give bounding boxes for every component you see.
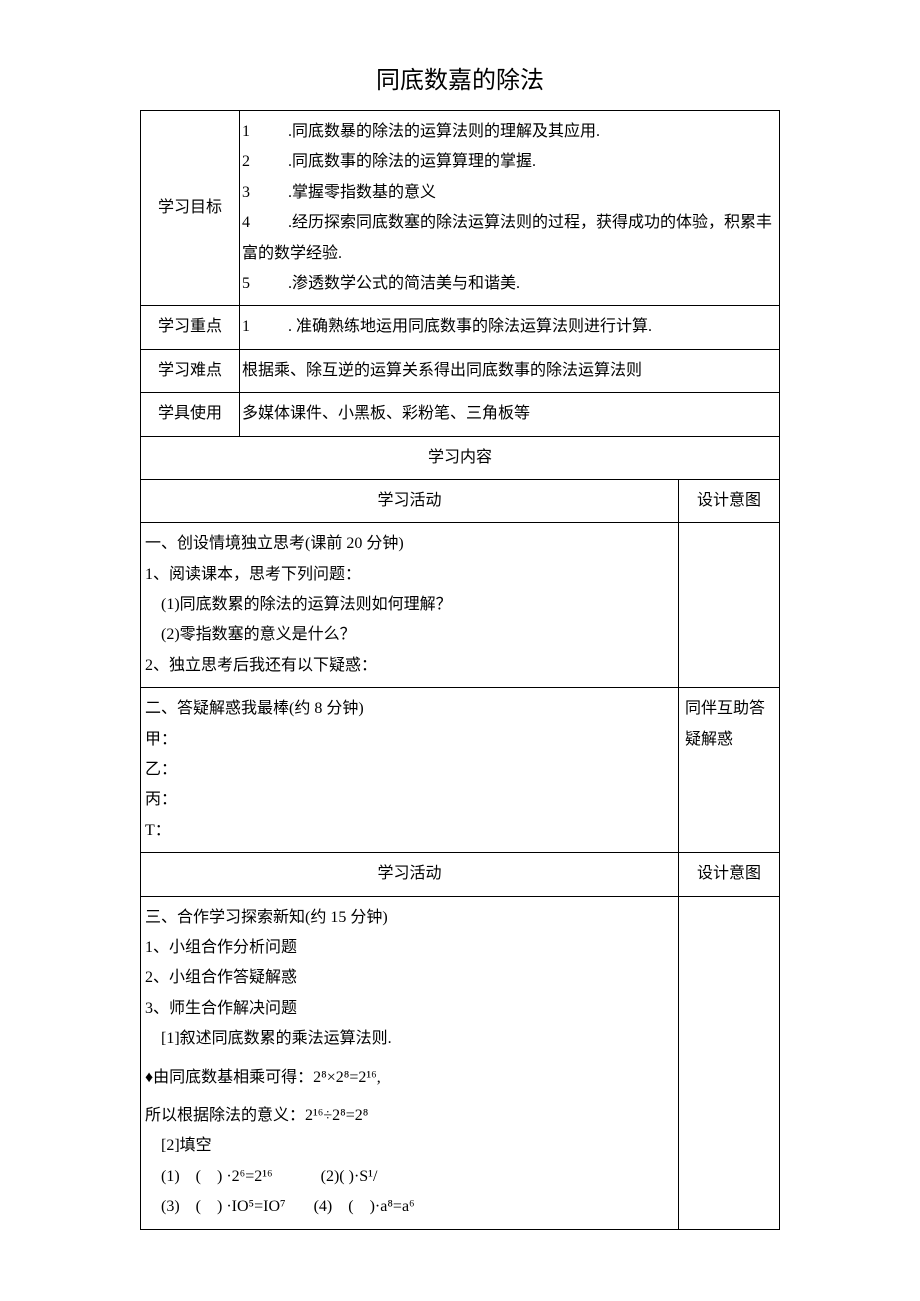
section3-l8a: (1) ( ) ·2⁶=2¹⁶ (145, 1168, 273, 1185)
section1-design (679, 523, 780, 688)
section3-l2: 2、小组合作答疑解惑 (145, 963, 674, 993)
content-header: 学习内容 (141, 436, 780, 479)
section1-l3: (2)零指数塞的意义是什么？ (145, 620, 674, 650)
section1-title: 一、创设情境独立思考(课前 20 分钟) (145, 529, 674, 559)
section3-l9a: (3) ( ) ·IO⁵=IO⁷ (145, 1198, 286, 1215)
section2-content: 二、答疑解惑我最棒(约 8 分钟) 甲： 乙： 丙： T： (141, 688, 679, 853)
focus-num: 1 (242, 312, 256, 342)
goal-num-2: 2 (242, 147, 256, 177)
section3-l6: 所以根据除法的意义：2¹⁶÷2⁸=2⁸ (145, 1101, 674, 1131)
section2-l3: 丙： (145, 785, 674, 815)
section1-l1: 1、阅读课本，思考下列问题： (145, 560, 674, 590)
section1-l4: 2、独立思考后我还有以下疑惑： (145, 651, 674, 681)
focus-content: 1 . 准确熟练地运用同底数事的除法运算法则进行计算. (240, 306, 780, 349)
section3-content: 三、合作学习探索新知(约 15 分钟) 1、小组合作分析问题 2、小组合作答疑解… (141, 896, 679, 1229)
section2-l2: 乙： (145, 755, 674, 785)
section3-l9b: (4) ( )·a⁸=a⁶ (314, 1198, 415, 1215)
section3-l3: 3、师生合作解决问题 (145, 994, 674, 1024)
section2-title: 二、答疑解惑我最棒(约 8 分钟) (145, 694, 674, 724)
difficulty-label: 学习难点 (141, 349, 240, 392)
section3-l5: ♦由同底数基相乘可得：2⁸×2⁸=2¹⁶, (145, 1063, 674, 1093)
goal-num-3: 3 (242, 178, 256, 208)
goal-text-5: .渗透数学公式的简洁美与和谐美. (288, 275, 520, 292)
activity-header-2: 学习活动 (141, 853, 679, 896)
focus-label: 学习重点 (141, 306, 240, 349)
section2-l4: T： (145, 816, 674, 846)
lesson-table: 学习目标 1 .同底数暴的除法的运算法则的理解及其应用. 2 .同底数事的除法的… (140, 110, 780, 1230)
focus-text: . 准确熟练地运用同底数事的除法运算法则进行计算. (288, 318, 652, 335)
tools-content: 多媒体课件、小黑板、彩粉笔、三角板等 (240, 393, 780, 436)
page-title: 同底数嘉的除法 (40, 60, 880, 95)
goal-num-1: 1 (242, 117, 256, 147)
section2-design: 同伴互助答疑解惑 (679, 688, 780, 853)
goal-text-1: .同底数暴的除法的运算法则的理解及其应用. (288, 123, 600, 140)
goal-num-4: 4 (242, 208, 256, 238)
section3-l8b: (2)( )·S¹/ (321, 1168, 378, 1185)
section2-l1: 甲： (145, 725, 674, 755)
section3-design (679, 896, 780, 1229)
design-header: 设计意图 (679, 479, 780, 522)
activity-header: 学习活动 (141, 479, 679, 522)
goal-text-3: .掌握零指数基的意义 (288, 184, 436, 201)
section3-l1: 1、小组合作分析问题 (145, 933, 674, 963)
goal-num-5: 5 (242, 269, 256, 299)
section3-l4: [1]叙述同底数累的乘法运算法则. (145, 1024, 674, 1054)
goal-label: 学习目标 (141, 111, 240, 306)
goal-content: 1 .同底数暴的除法的运算法则的理解及其应用. 2 .同底数事的除法的运算算理的… (240, 111, 780, 306)
design-header-2: 设计意图 (679, 853, 780, 896)
tools-label: 学具使用 (141, 393, 240, 436)
section1-content: 一、创设情境独立思考(课前 20 分钟) 1、阅读课本，思考下列问题： (1)同… (141, 523, 679, 688)
section3-l7: [2]填空 (145, 1131, 674, 1161)
section1-l2: (1)同底数累的除法的运算法则如何理解？ (145, 590, 674, 620)
section3-title: 三、合作学习探索新知(约 15 分钟) (145, 903, 674, 933)
difficulty-content: 根据乘、除互逆的运算关系得出同底数事的除法运算法则 (240, 349, 780, 392)
goal-text-2: .同底数事的除法的运算算理的掌握. (288, 153, 536, 170)
goal-text-4: .经历探索同底数塞的除法运算法则的过程，获得成功的体验，积累丰富的数学经验. (242, 214, 772, 261)
